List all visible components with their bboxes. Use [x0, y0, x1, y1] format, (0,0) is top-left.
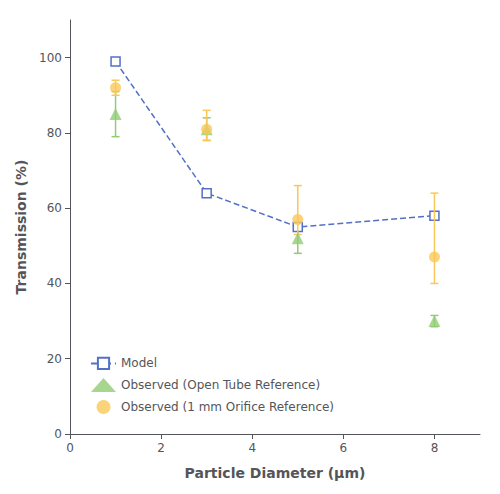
svg-text:0: 0: [54, 427, 62, 441]
svg-text:8: 8: [431, 441, 439, 455]
svg-text:Observed (1 mm Orifice Referen: Observed (1 mm Orifice Reference): [121, 400, 334, 414]
svg-text:2: 2: [157, 441, 165, 455]
svg-text:40: 40: [47, 276, 62, 290]
svg-text:Particle Diameter (μm): Particle Diameter (μm): [185, 465, 366, 481]
svg-text:0: 0: [66, 441, 74, 455]
svg-text:100: 100: [39, 51, 62, 65]
svg-text:60: 60: [47, 201, 62, 215]
svg-text:4: 4: [248, 441, 256, 455]
svg-text:20: 20: [47, 352, 62, 366]
svg-text:Transmission (%): Transmission (%): [13, 160, 29, 295]
svg-text:Observed (Open Tube Reference): Observed (Open Tube Reference): [121, 378, 320, 392]
svg-text:80: 80: [47, 126, 62, 140]
svg-text:6: 6: [340, 441, 348, 455]
svg-text:Model: Model: [121, 356, 157, 370]
